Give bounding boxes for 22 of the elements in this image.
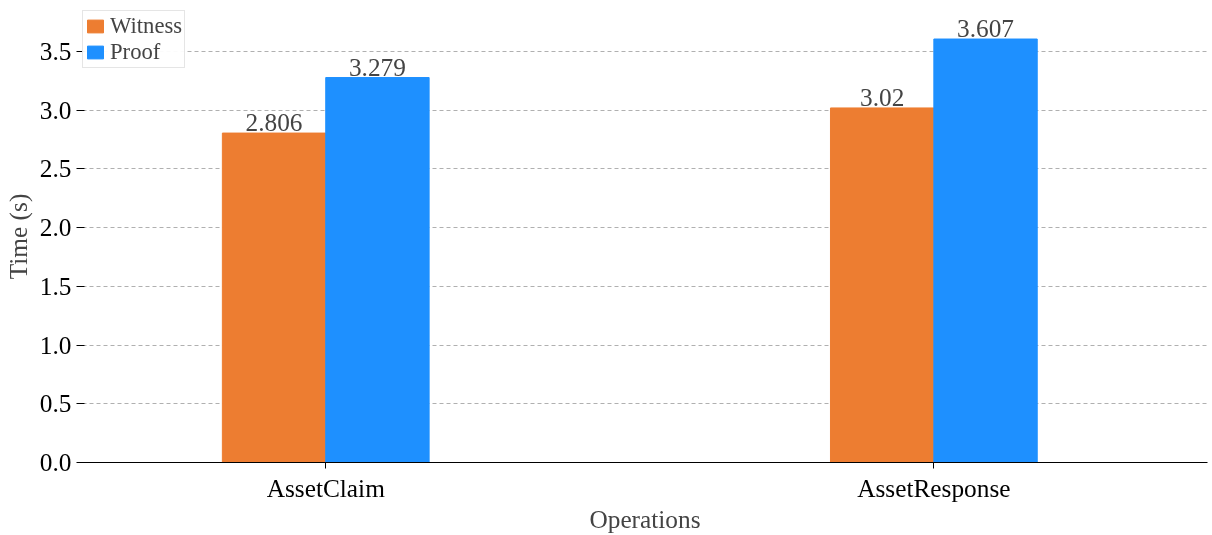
y-axis-title: Time (s): [3, 193, 33, 280]
y-tick-label: 1.0: [39, 330, 72, 359]
data-label: 3.607: [957, 14, 1015, 43]
legend-label: Witness: [110, 13, 183, 39]
bar: [325, 77, 430, 463]
data-label: 2.806: [245, 108, 303, 137]
x-tick-label: AssetResponse: [857, 473, 1011, 502]
x-tick-label: AssetClaim: [266, 473, 386, 502]
y-tick-label: 0.0: [39, 448, 72, 476]
data-label: 3.279: [348, 52, 406, 81]
x-axis-title: Operations: [589, 504, 701, 533]
bar: [933, 38, 1038, 463]
y-tick-label: 2.0: [39, 213, 72, 242]
y-tick-label: 2.5: [39, 154, 72, 183]
y-tick-label: 0.5: [39, 389, 72, 418]
y-tick-label: 1.5: [39, 271, 72, 300]
bar: [221, 132, 327, 463]
y-tick-label: 3.5: [39, 37, 72, 66]
data-label: 3.02: [860, 82, 905, 111]
legend-label: Proof: [110, 39, 161, 65]
y-tick-label: 3.0: [39, 95, 72, 124]
bar: [829, 107, 935, 463]
